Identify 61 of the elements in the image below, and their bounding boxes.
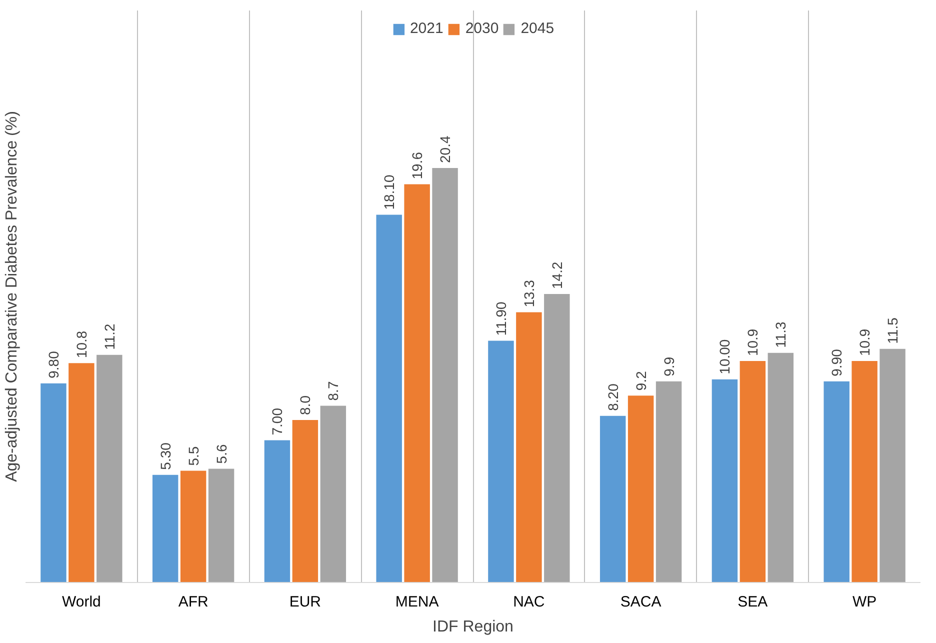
bar <box>404 184 430 582</box>
bar <box>628 396 654 582</box>
data-label: 10.8 <box>73 330 90 358</box>
x-tick-label: NAC <box>513 594 545 610</box>
bar <box>740 361 766 582</box>
legend-label: 2021 <box>410 20 444 37</box>
bar <box>488 340 514 582</box>
data-label: 11.5 <box>884 317 901 344</box>
bar <box>208 468 234 582</box>
data-label: 7.00 <box>269 408 286 436</box>
x-tick-label: SACA <box>620 594 662 610</box>
bar <box>544 294 570 582</box>
data-label: 9.90 <box>828 348 845 376</box>
data-label: 8.20 <box>604 383 621 411</box>
data-label: 8.7 <box>325 381 342 401</box>
data-label: 9.80 <box>45 350 62 378</box>
data-label: 9.2 <box>632 370 649 391</box>
bar <box>516 312 542 582</box>
bar <box>68 363 94 582</box>
data-label: 10.00 <box>716 339 733 374</box>
bar <box>264 440 290 582</box>
x-tick-label: MENA <box>395 594 439 610</box>
data-label: 11.2 <box>101 324 118 350</box>
legend-label: 2045 <box>520 20 554 37</box>
bar <box>824 381 850 582</box>
x-tick-label: EUR <box>289 594 322 610</box>
bar <box>432 168 458 582</box>
x-tick-label: World <box>62 594 101 610</box>
x-tick-label: WP <box>852 594 877 610</box>
x-axis-title: IDF Region <box>432 618 514 636</box>
data-label: 10.9 <box>744 328 761 356</box>
data-label: 14.2 <box>548 262 565 289</box>
bar <box>320 406 346 582</box>
bar <box>600 416 626 582</box>
data-label: 11.3 <box>772 321 789 348</box>
data-label: 19.6 <box>409 152 426 180</box>
data-label: 18.10 <box>381 174 398 210</box>
bar <box>180 470 206 582</box>
legend-label: 2030 <box>465 20 499 37</box>
bar <box>768 352 794 582</box>
bar <box>96 354 122 582</box>
data-label: 5.5 <box>185 446 202 466</box>
x-tick-label: AFR <box>178 594 208 610</box>
data-label: 13.3 <box>520 280 537 308</box>
bar <box>292 420 318 582</box>
data-label: 8.0 <box>297 395 314 415</box>
data-label: 20.4 <box>437 136 454 164</box>
bar <box>152 474 178 582</box>
data-label: 5.30 <box>157 442 174 470</box>
bar <box>880 348 906 582</box>
x-tick-label: SEA <box>738 594 768 610</box>
bar <box>376 214 402 582</box>
data-label: 9.9 <box>660 356 677 376</box>
data-label: 11.90 <box>492 302 509 336</box>
data-label: 5.6 <box>213 444 230 464</box>
bar <box>712 379 738 582</box>
y-axis-title: Age-adjusted Comparative Diabetes Prevalence (%) <box>4 111 20 482</box>
bar <box>40 383 66 582</box>
bar <box>656 381 682 582</box>
data-label: 10.9 <box>856 328 873 356</box>
bar <box>852 361 878 582</box>
